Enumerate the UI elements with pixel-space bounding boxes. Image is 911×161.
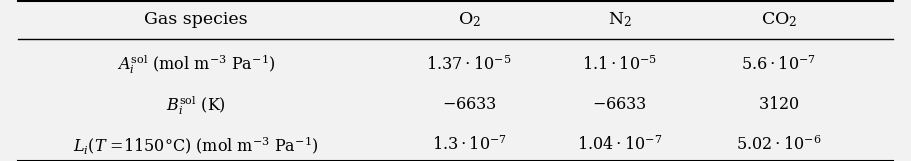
Text: $3120$: $3120$: [758, 96, 800, 113]
Text: CO$_2$: CO$_2$: [761, 10, 797, 29]
Text: $5.02 \cdot 10^{-6}$: $5.02 \cdot 10^{-6}$: [736, 136, 822, 154]
Text: O$_2$: O$_2$: [457, 10, 481, 29]
Text: $1.1 \cdot 10^{-5}$: $1.1 \cdot 10^{-5}$: [582, 55, 657, 74]
Text: $A_i^{\mathrm{sol}}$ (mol m$^{-3}$ Pa$^{-1}$): $A_i^{\mathrm{sol}}$ (mol m$^{-3}$ Pa$^{…: [117, 52, 275, 76]
Text: Gas species: Gas species: [144, 11, 248, 28]
Text: $5.6 \cdot 10^{-7}$: $5.6 \cdot 10^{-7}$: [742, 55, 816, 74]
Text: $B_i^{\mathrm{sol}}$ (K): $B_i^{\mathrm{sol}}$ (K): [166, 93, 226, 117]
Text: N$_2$: N$_2$: [608, 10, 631, 29]
Text: $1.3 \cdot 10^{-7}$: $1.3 \cdot 10^{-7}$: [432, 136, 507, 154]
Text: $-6633$: $-6633$: [442, 96, 496, 113]
Text: $-6633$: $-6633$: [592, 96, 647, 113]
Text: $L_i$($T$ =1150°C) (mol m$^{-3}$ Pa$^{-1}$): $L_i$($T$ =1150°C) (mol m$^{-3}$ Pa$^{-1…: [73, 134, 319, 156]
Text: $1.04 \cdot 10^{-7}$: $1.04 \cdot 10^{-7}$: [577, 136, 662, 154]
Text: $1.37 \cdot 10^{-5}$: $1.37 \cdot 10^{-5}$: [426, 55, 512, 74]
